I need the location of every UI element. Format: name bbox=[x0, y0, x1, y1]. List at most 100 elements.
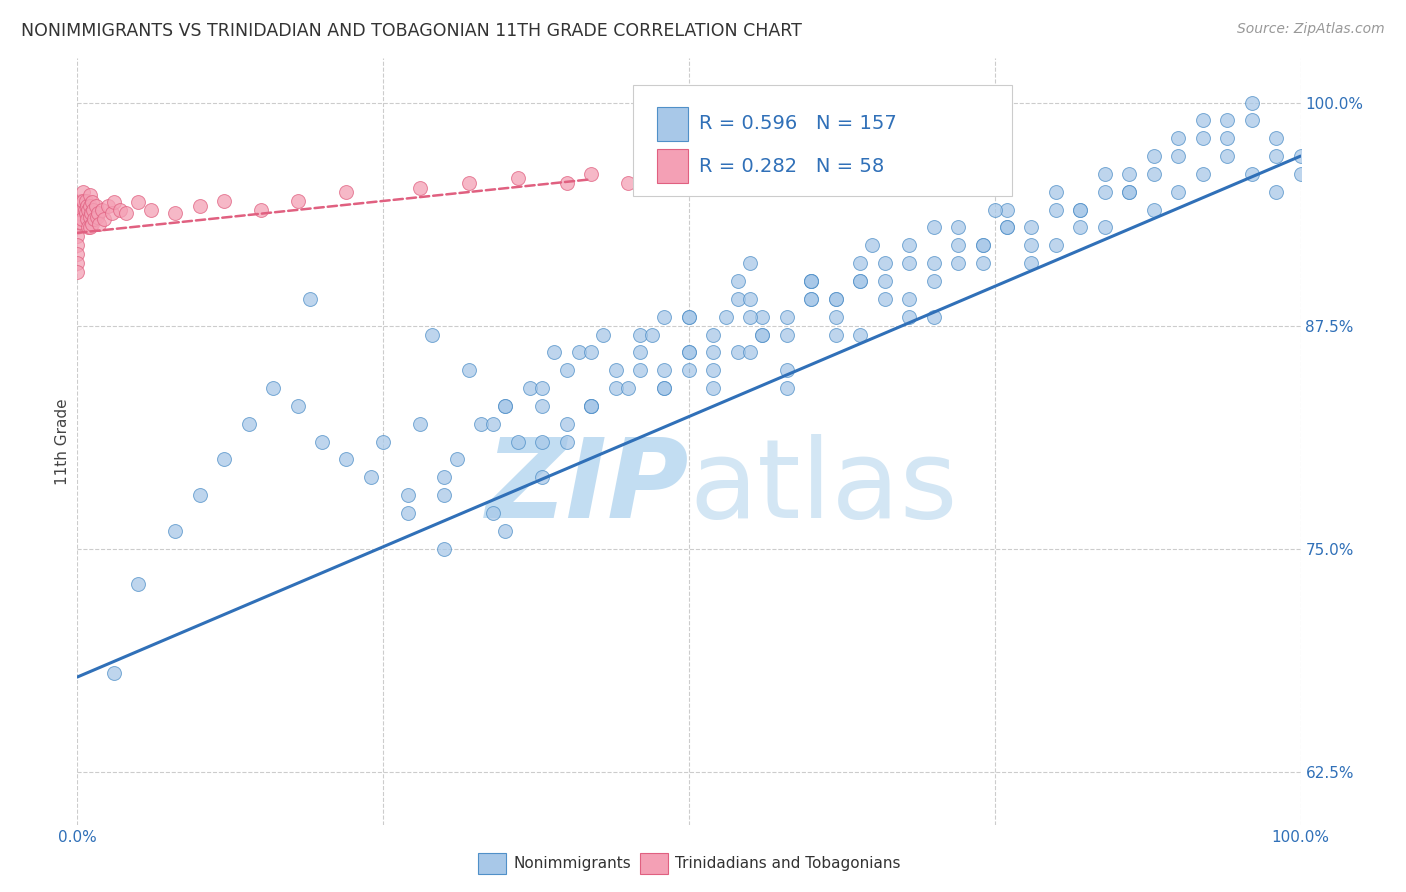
Point bbox=[66, 211, 89, 226]
Point bbox=[555, 417, 578, 431]
Point bbox=[457, 363, 479, 377]
Point bbox=[1265, 149, 1288, 163]
Point bbox=[946, 238, 969, 252]
Point bbox=[79, 220, 101, 235]
Point bbox=[66, 247, 89, 261]
Point bbox=[298, 292, 321, 306]
Point bbox=[800, 274, 823, 288]
Point bbox=[80, 217, 103, 231]
Point bbox=[470, 417, 492, 431]
Point bbox=[66, 265, 89, 279]
Point bbox=[849, 256, 872, 270]
Point bbox=[678, 363, 700, 377]
Point bbox=[1143, 149, 1166, 163]
Point bbox=[335, 452, 357, 467]
Point bbox=[555, 176, 578, 190]
Point bbox=[1118, 185, 1140, 199]
Point bbox=[617, 176, 640, 190]
Point bbox=[873, 292, 896, 306]
Point bbox=[1191, 113, 1213, 128]
Point bbox=[69, 215, 91, 229]
Point bbox=[800, 274, 823, 288]
Point bbox=[628, 345, 651, 359]
Point bbox=[678, 310, 700, 324]
Point bbox=[97, 199, 120, 213]
Point bbox=[1216, 149, 1239, 163]
Point bbox=[1167, 185, 1189, 199]
Point bbox=[800, 292, 823, 306]
Point bbox=[995, 202, 1018, 217]
Point bbox=[873, 274, 896, 288]
Point bbox=[922, 274, 945, 288]
Point bbox=[972, 256, 994, 270]
Point bbox=[84, 199, 107, 213]
Point bbox=[1118, 185, 1140, 199]
Text: Nonimmigrants: Nonimmigrants bbox=[513, 856, 631, 871]
Point bbox=[335, 185, 357, 199]
Point bbox=[995, 220, 1018, 235]
Point bbox=[678, 345, 700, 359]
Point bbox=[79, 199, 101, 213]
Point bbox=[287, 399, 309, 413]
Point bbox=[70, 211, 93, 226]
Point bbox=[165, 524, 187, 538]
Point bbox=[139, 202, 162, 217]
Point bbox=[898, 256, 921, 270]
Point bbox=[457, 176, 479, 190]
Point bbox=[69, 199, 91, 213]
Point bbox=[1265, 185, 1288, 199]
Point bbox=[579, 399, 602, 413]
Point bbox=[409, 181, 432, 195]
Point bbox=[1021, 238, 1043, 252]
Point bbox=[188, 199, 211, 213]
Point bbox=[751, 327, 773, 342]
Point bbox=[83, 211, 105, 226]
Point bbox=[605, 363, 627, 377]
Point bbox=[654, 363, 676, 377]
Point bbox=[506, 434, 529, 449]
Point bbox=[446, 452, 468, 467]
Point bbox=[702, 381, 724, 395]
Point bbox=[776, 381, 799, 395]
Point bbox=[555, 434, 578, 449]
Point bbox=[75, 194, 97, 208]
Point bbox=[824, 327, 846, 342]
Point bbox=[922, 220, 945, 235]
Point bbox=[100, 206, 122, 220]
Point bbox=[776, 310, 799, 324]
Point bbox=[776, 363, 799, 377]
Point bbox=[740, 256, 762, 270]
Point bbox=[531, 470, 554, 484]
Point bbox=[188, 488, 211, 502]
Point bbox=[727, 274, 749, 288]
Y-axis label: 11th Grade: 11th Grade bbox=[55, 398, 70, 485]
Point bbox=[66, 229, 89, 244]
Point bbox=[1216, 131, 1239, 145]
Point bbox=[984, 202, 1007, 217]
Point bbox=[1143, 202, 1166, 217]
Point bbox=[86, 210, 108, 224]
Point bbox=[76, 199, 98, 213]
Point bbox=[849, 327, 872, 342]
Point bbox=[70, 202, 93, 217]
Point bbox=[579, 167, 602, 181]
Point bbox=[873, 256, 896, 270]
Point bbox=[702, 327, 724, 342]
Text: Source: ZipAtlas.com: Source: ZipAtlas.com bbox=[1237, 22, 1385, 37]
Point bbox=[849, 274, 872, 288]
Point bbox=[898, 238, 921, 252]
Point bbox=[70, 194, 93, 208]
Point bbox=[75, 206, 97, 220]
Point bbox=[482, 506, 505, 520]
Point bbox=[66, 256, 89, 270]
Point bbox=[127, 195, 149, 210]
Point bbox=[531, 434, 554, 449]
Point bbox=[250, 202, 273, 217]
Point bbox=[1094, 220, 1116, 235]
Point bbox=[115, 206, 138, 220]
Point bbox=[69, 206, 91, 220]
Point bbox=[371, 434, 394, 449]
Point bbox=[103, 666, 125, 681]
Point bbox=[80, 206, 103, 220]
Point bbox=[824, 292, 846, 306]
